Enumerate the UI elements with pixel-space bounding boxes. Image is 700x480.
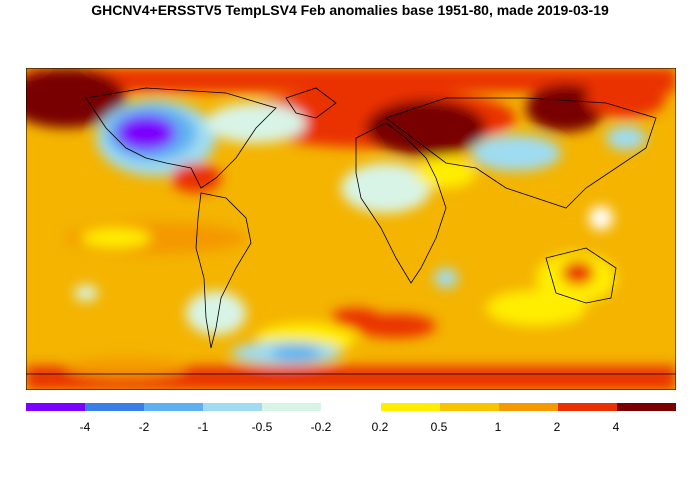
legend-swatch [616,403,677,411]
legend-swatch [26,403,86,411]
legend-label: 2 [553,420,561,434]
legend-swatch [439,403,499,411]
anomaly-map-svg [26,68,676,390]
legend-swatch [85,403,145,411]
legend-label: -0.2 [310,420,332,434]
coastlines [26,87,676,375]
legend-label: 1 [494,420,502,434]
legend-label: 4 [612,420,620,434]
legend-label: -1 [197,420,209,434]
legend-swatch [557,403,617,411]
color-legend [26,403,677,411]
legend-swatch [144,403,204,411]
map-title: GHCNV4+ERSSTV5 TempLSV4 Feb anomalies ba… [91,2,609,18]
legend-swatch [203,403,263,411]
legend-swatch [262,403,322,411]
legend-label: -2 [138,420,150,434]
anomaly-map [26,68,676,390]
legend-labels: -4 -2 -1 -0.5 -0.2 0.2 0.5 1 2 4 [26,420,676,436]
legend-label: -0.5 [251,420,273,434]
legend-swatch [321,403,381,411]
legend-swatch [498,403,558,411]
legend-label: -4 [79,420,91,434]
legend-label: 0.5 [430,420,448,434]
legend-swatch [380,403,440,411]
anomaly-field [26,68,676,390]
legend-label: 0.2 [371,420,389,434]
